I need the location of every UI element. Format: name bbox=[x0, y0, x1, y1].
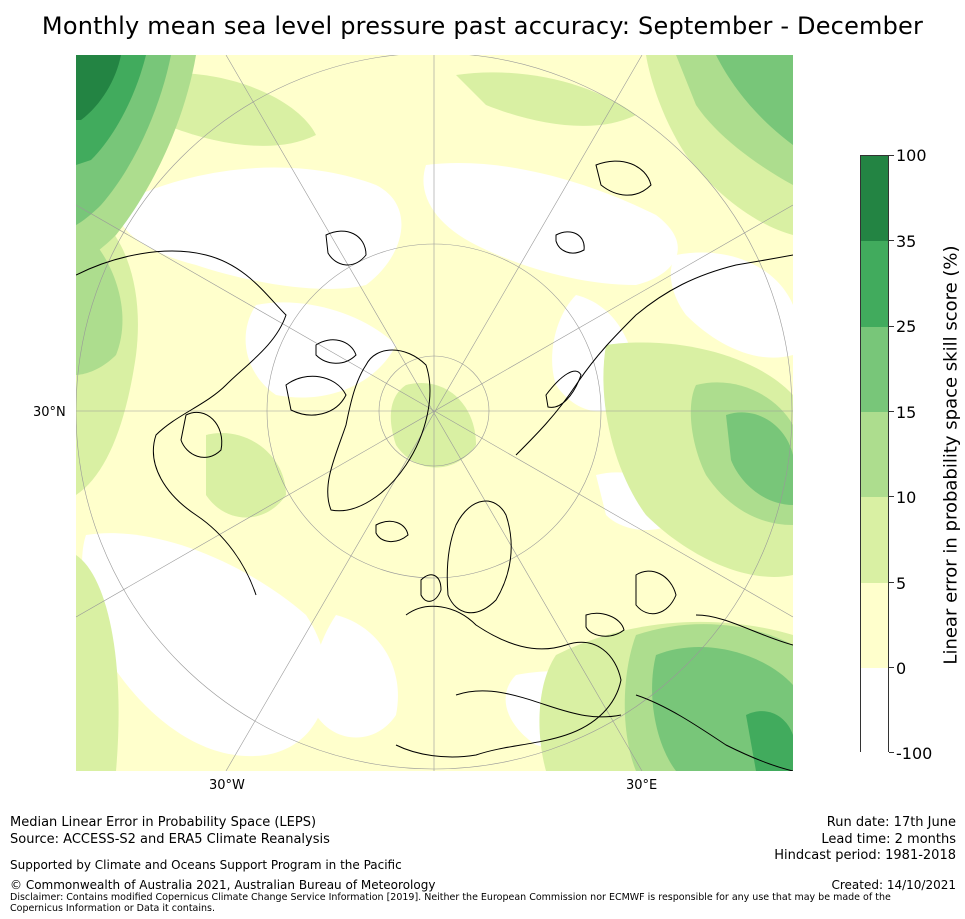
colorbar-segment-35-100 bbox=[861, 156, 888, 241]
colorbar-label-10: 10 bbox=[896, 488, 917, 507]
colorbar-tick bbox=[889, 582, 894, 583]
colorbar-segment-5-10 bbox=[861, 497, 888, 583]
colorbar-tick bbox=[889, 411, 894, 412]
polar-map bbox=[76, 55, 793, 771]
colorbar-label-100: 100 bbox=[896, 146, 927, 165]
colorbar-segment-15-25 bbox=[861, 327, 888, 412]
colorbar-tick bbox=[889, 667, 894, 668]
run-date: Run date: 17th June bbox=[826, 815, 956, 830]
created-date: Created: 14/10/2021 bbox=[831, 878, 956, 892]
footer-method: Median Linear Error in Probability Space… bbox=[10, 815, 317, 830]
hindcast-period: Hindcast period: 1981-2018 bbox=[774, 848, 956, 863]
colorbar-tick bbox=[889, 496, 894, 497]
colorbar-segment-neg100-0 bbox=[861, 668, 888, 753]
coastlines bbox=[76, 160, 793, 771]
colorbar-label-5: 5 bbox=[896, 574, 907, 593]
graticule bbox=[76, 55, 793, 771]
chart-title: Monthly mean sea level pressure past acc… bbox=[41, 12, 924, 40]
footer-copyright: © Commonwealth of Australia 2021, Austra… bbox=[10, 878, 436, 892]
colorbar-segment-25-35 bbox=[861, 241, 888, 327]
footer-disclaimer: Disclaimer: Contains modified Copernicus… bbox=[10, 892, 891, 914]
lead-time: Lead time: 2 months bbox=[821, 832, 956, 847]
lon-label-30e: 30°E bbox=[626, 778, 658, 793]
colorbar-label-25: 25 bbox=[896, 317, 917, 336]
colorbar-tick bbox=[889, 155, 894, 156]
map-svg bbox=[76, 55, 793, 771]
colorbar bbox=[860, 155, 889, 753]
colorbar-label-0: 0 bbox=[896, 659, 907, 678]
lon-label-30w: 30°W bbox=[209, 778, 245, 793]
colorbar-segment-10-15 bbox=[861, 412, 888, 497]
lat-label-30n: 30°N bbox=[33, 405, 66, 420]
colorbar-label-15: 15 bbox=[896, 403, 917, 422]
colorbar-tick bbox=[889, 240, 894, 241]
footer-support: Supported by Climate and Oceans Support … bbox=[10, 858, 402, 872]
colorbar-title: Linear error in probability space skill … bbox=[940, 245, 962, 665]
colorbar-tick bbox=[889, 326, 894, 327]
footer-source: Source: ACCESS-S2 and ERA5 Climate Reana… bbox=[10, 832, 330, 847]
skill-band-35-100 bbox=[76, 55, 121, 120]
colorbar-segment-0-5 bbox=[861, 583, 888, 668]
colorbar-label-neg100: -100 bbox=[896, 744, 933, 763]
colorbar-tick bbox=[889, 752, 894, 753]
colorbar-label-35: 35 bbox=[896, 232, 917, 251]
